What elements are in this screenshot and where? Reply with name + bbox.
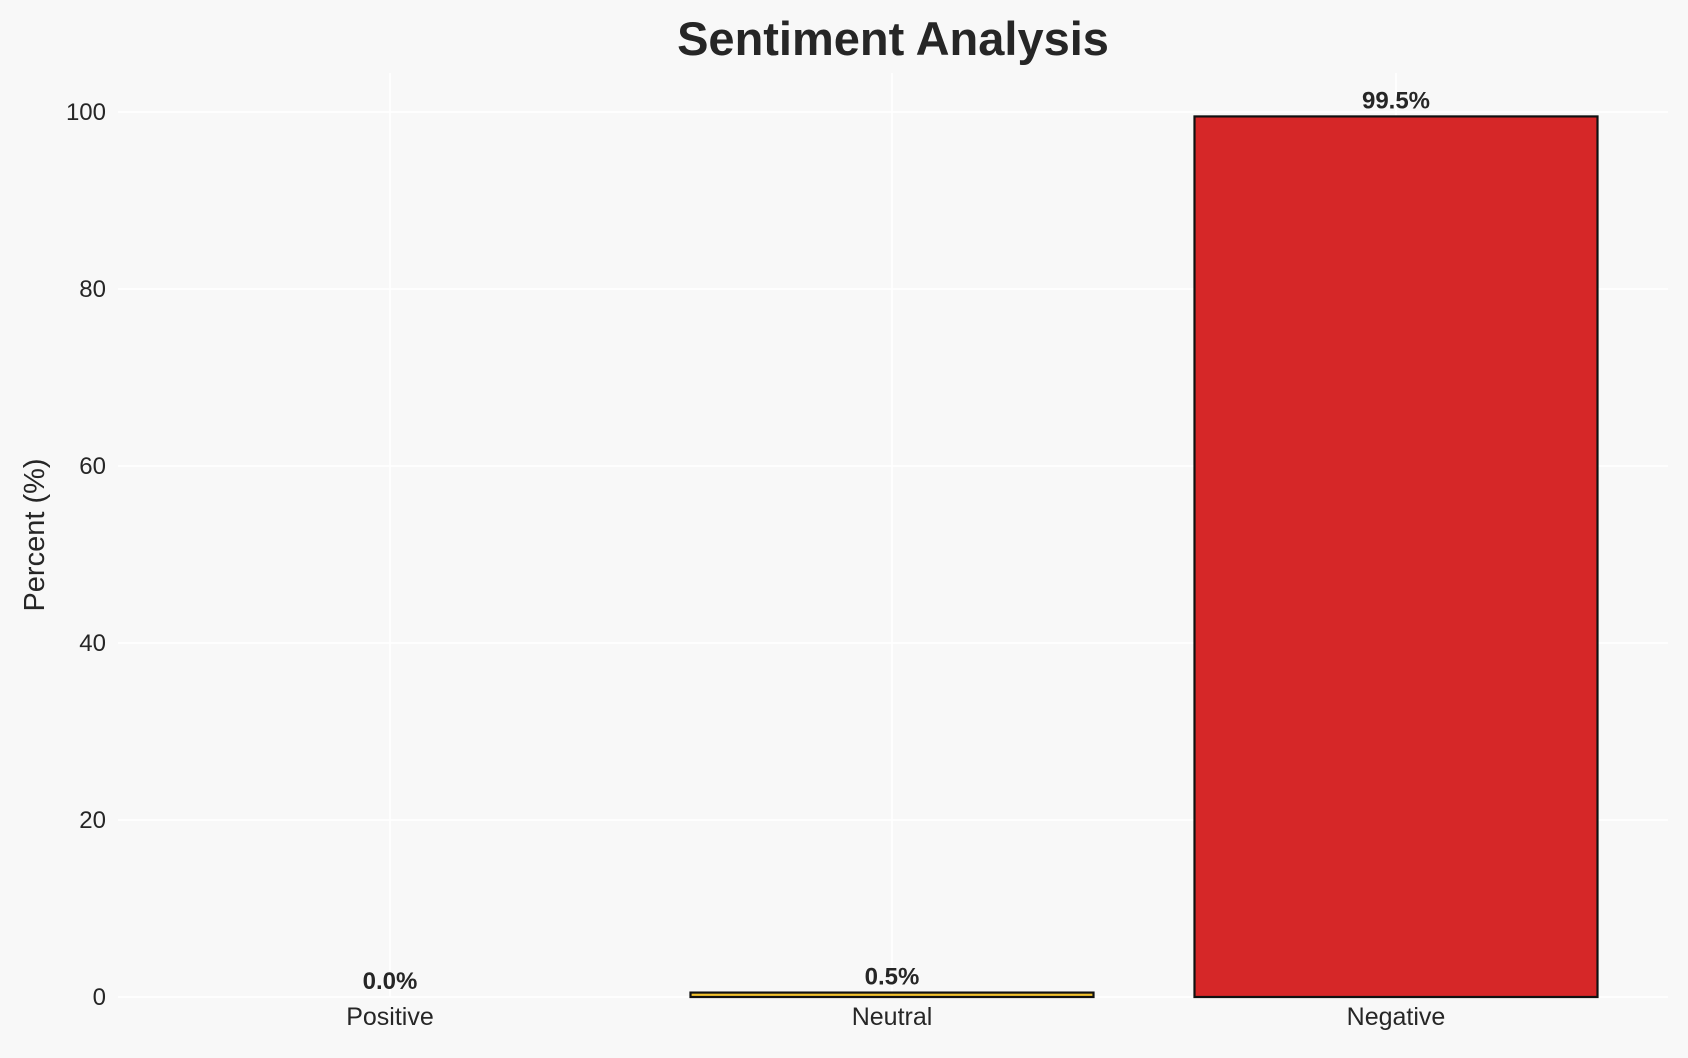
x-tick-label: Negative xyxy=(1347,1003,1446,1031)
x-tick-label: Neutral xyxy=(852,1003,933,1031)
bar-negative xyxy=(1193,115,1599,999)
y-axis-label: Percent (%) xyxy=(19,458,51,611)
data-label: 0.5% xyxy=(865,964,920,991)
data-label: 99.5% xyxy=(1362,87,1430,114)
x-tick-label: Positive xyxy=(346,1003,434,1031)
y-tick-label: 60 xyxy=(79,453,106,480)
y-tick-label: 100 xyxy=(66,99,106,126)
bar-neutral xyxy=(689,991,1095,999)
chart-title: Sentiment Analysis xyxy=(677,12,1109,65)
data-label: 0.0% xyxy=(363,968,418,995)
y-tick-label: 20 xyxy=(79,807,106,834)
y-tick-label: 80 xyxy=(79,276,106,303)
y-tick-label: 0 xyxy=(93,984,106,1011)
y-tick-label: 40 xyxy=(79,630,106,657)
